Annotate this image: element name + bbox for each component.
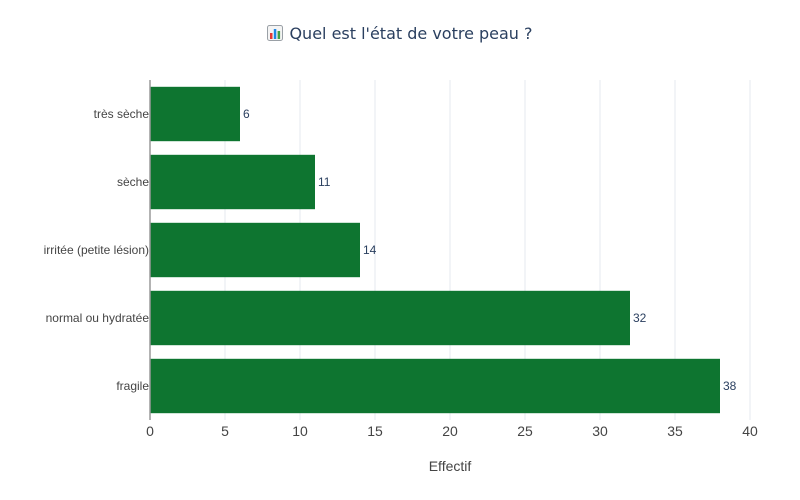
bar	[150, 222, 360, 278]
bar	[150, 358, 720, 414]
bars: 6 11 14 32 38	[150, 86, 737, 414]
bar	[150, 290, 630, 346]
category-labels: très sèche sèche irritée (petite lésion) no…	[44, 107, 150, 393]
x-tick-label: 0	[146, 423, 154, 439]
category-label: très sèche	[94, 107, 150, 121]
category-label: irritée (petite lésion)	[44, 243, 149, 257]
x-tick-label: 25	[517, 423, 533, 439]
category-label: fragile	[116, 379, 149, 393]
bar	[150, 154, 315, 210]
data-label: 11	[318, 175, 331, 189]
x-axis-label: Effectif	[428, 458, 472, 474]
data-label: 14	[363, 243, 377, 257]
x-tick-label: 15	[367, 423, 383, 439]
chart-title-text: Quel est l'état de votre peau ?	[289, 24, 533, 43]
x-tick-label: 35	[667, 423, 683, 439]
x-tick-label: 20	[442, 423, 458, 439]
category-label: normal ou hydratée	[46, 311, 150, 325]
x-tick-label: 10	[292, 423, 308, 439]
category-label: sèche	[117, 175, 149, 189]
chart-title: Quel est l'état de votre peau ?	[0, 24, 800, 44]
data-label: 38	[723, 379, 737, 393]
bar-chart-icon	[267, 25, 284, 41]
data-label: 32	[633, 311, 647, 325]
data-label: 6	[243, 107, 250, 121]
bar	[150, 86, 240, 142]
x-tick-label: 40	[742, 423, 758, 439]
x-tick-labels: 0 5 10 15 20 25 30 35 40	[146, 423, 758, 439]
x-tick-label: 5	[221, 423, 229, 439]
x-tick-label: 30	[592, 423, 608, 439]
